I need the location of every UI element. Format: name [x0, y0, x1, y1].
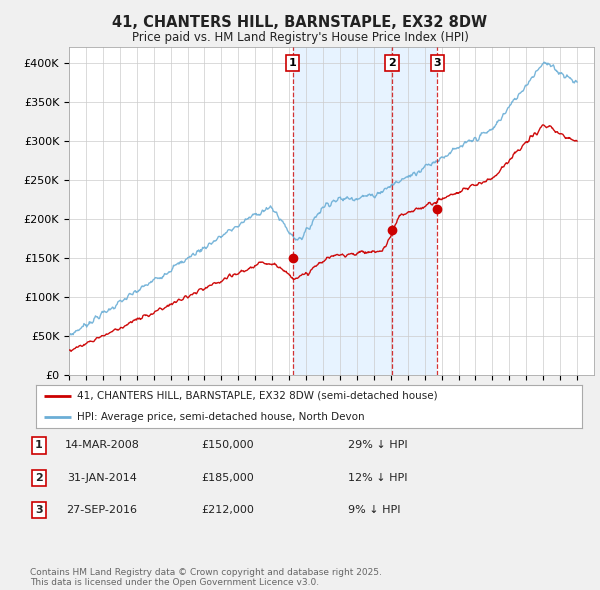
Text: 12% ↓ HPI: 12% ↓ HPI: [348, 473, 407, 483]
Text: £185,000: £185,000: [202, 473, 254, 483]
Text: 3: 3: [35, 506, 43, 515]
Text: Contains HM Land Registry data © Crown copyright and database right 2025.
This d: Contains HM Land Registry data © Crown c…: [30, 568, 382, 587]
Text: £150,000: £150,000: [202, 441, 254, 450]
Text: 29% ↓ HPI: 29% ↓ HPI: [348, 441, 407, 450]
Text: 1: 1: [289, 58, 296, 68]
Text: HPI: Average price, semi-detached house, North Devon: HPI: Average price, semi-detached house,…: [77, 412, 365, 422]
Text: 9% ↓ HPI: 9% ↓ HPI: [348, 506, 401, 515]
Text: 2: 2: [388, 58, 396, 68]
Text: 1: 1: [35, 441, 43, 450]
Text: 2: 2: [35, 473, 43, 483]
Text: 3: 3: [434, 58, 441, 68]
Text: 14-MAR-2008: 14-MAR-2008: [65, 441, 139, 450]
Text: 41, CHANTERS HILL, BARNSTAPLE, EX32 8DW: 41, CHANTERS HILL, BARNSTAPLE, EX32 8DW: [112, 15, 488, 30]
Text: 41, CHANTERS HILL, BARNSTAPLE, EX32 8DW (semi-detached house): 41, CHANTERS HILL, BARNSTAPLE, EX32 8DW …: [77, 391, 437, 401]
Text: £212,000: £212,000: [202, 506, 254, 515]
Bar: [293, 47, 437, 375]
Text: 31-JAN-2014: 31-JAN-2014: [67, 473, 137, 483]
Text: 27-SEP-2016: 27-SEP-2016: [67, 506, 137, 515]
Text: Price paid vs. HM Land Registry's House Price Index (HPI): Price paid vs. HM Land Registry's House …: [131, 31, 469, 44]
